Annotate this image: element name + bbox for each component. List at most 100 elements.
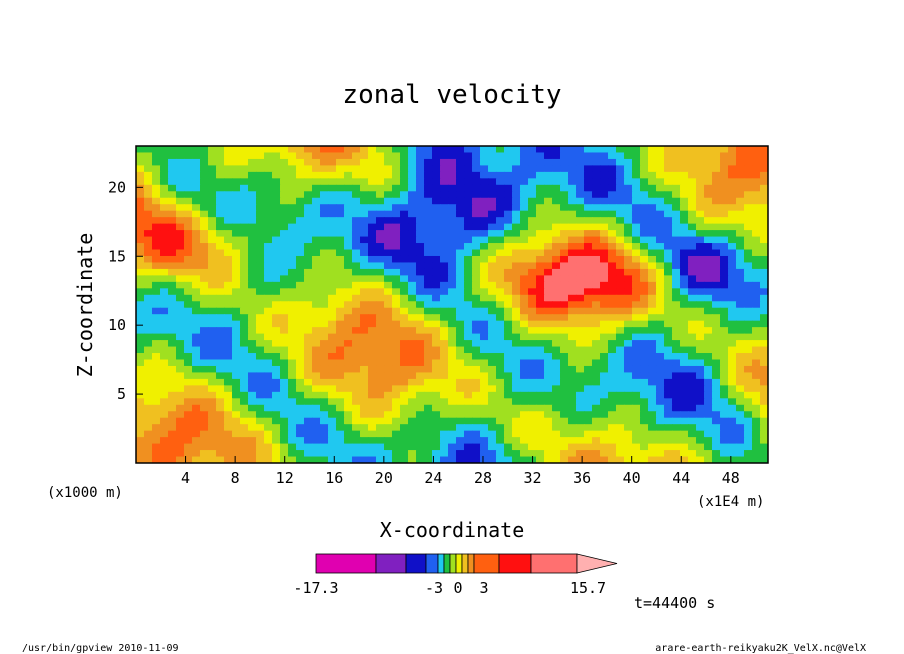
field-cell — [568, 385, 577, 393]
field-cell — [504, 171, 513, 179]
field-cell — [688, 391, 697, 399]
field-cell — [592, 353, 601, 361]
field-cell — [256, 378, 265, 386]
field-cell — [712, 171, 721, 179]
field-cell — [240, 385, 249, 393]
field-cell — [360, 262, 369, 270]
field-cell — [240, 404, 249, 412]
field-cell — [720, 178, 729, 186]
field-cell — [208, 430, 217, 438]
field-cell — [232, 301, 241, 309]
field-cell — [512, 430, 521, 438]
field-cell — [760, 430, 768, 438]
field-cell — [680, 424, 689, 432]
field-cell — [600, 197, 609, 205]
field-cell — [568, 184, 577, 192]
field-cell — [504, 314, 513, 322]
field-cell — [664, 353, 673, 361]
field-cell — [392, 391, 401, 399]
field-cell — [552, 398, 561, 406]
field-cell — [664, 437, 673, 445]
field-cell — [336, 275, 345, 283]
field-cell — [392, 417, 401, 425]
field-cell — [696, 320, 705, 328]
field-cell — [264, 288, 273, 296]
field-cell — [504, 359, 513, 367]
field-cell — [456, 249, 465, 257]
field-cell — [456, 333, 465, 341]
field-cell — [160, 146, 169, 154]
field-cell — [176, 165, 185, 173]
field-cell — [472, 281, 481, 289]
field-cell — [552, 365, 561, 374]
field-cell — [408, 320, 417, 328]
field-cell — [504, 178, 513, 186]
field-cell — [264, 327, 273, 335]
field-cell — [224, 404, 233, 412]
field-cell — [424, 443, 433, 451]
field-cell — [312, 275, 321, 283]
field-cell — [168, 262, 177, 270]
field-cell — [736, 411, 745, 419]
field-cell — [656, 158, 665, 167]
field-cell — [608, 294, 617, 302]
field-cell — [728, 204, 737, 212]
field-cell — [272, 223, 281, 231]
field-cell — [312, 165, 321, 173]
field-cell — [656, 301, 665, 309]
field-cell — [400, 450, 409, 458]
field-cell — [632, 424, 641, 432]
field-cell — [328, 165, 337, 173]
field-cell — [744, 340, 753, 348]
field-cell — [224, 443, 233, 451]
field-cell — [600, 437, 609, 445]
field-cell — [744, 165, 753, 173]
field-cell — [264, 307, 273, 315]
field-cell — [288, 268, 297, 276]
field-cell — [288, 294, 297, 302]
field-cell — [152, 262, 161, 270]
field-cell — [360, 236, 369, 244]
field-cell — [184, 346, 193, 354]
field-cell — [688, 249, 697, 257]
field-cell — [304, 294, 313, 302]
field-cell — [440, 268, 449, 276]
field-cell — [368, 197, 377, 205]
field-cell — [536, 398, 545, 406]
field-cell — [648, 353, 657, 361]
field-cell — [280, 275, 289, 283]
field-cell — [264, 275, 273, 283]
field-cell — [680, 301, 689, 309]
field-cell — [712, 236, 721, 244]
field-cell — [640, 230, 649, 238]
field-cell — [584, 288, 593, 296]
field-cell — [392, 165, 401, 173]
field-cell — [760, 275, 768, 283]
field-cell — [640, 314, 649, 322]
field-cell — [336, 340, 345, 348]
field-cell — [208, 437, 217, 445]
field-cell — [704, 294, 713, 302]
field-cell — [216, 398, 225, 406]
field-cell — [136, 404, 145, 412]
field-cell — [576, 294, 585, 302]
field-cell — [464, 307, 473, 315]
field-cell — [352, 353, 361, 361]
field-cell — [568, 301, 577, 309]
field-cell — [568, 223, 577, 231]
field-cell — [640, 398, 649, 406]
field-cell — [584, 230, 593, 238]
field-cell — [488, 165, 497, 173]
field-cell — [528, 430, 537, 438]
field-cell — [168, 210, 177, 218]
field-cell — [424, 268, 433, 276]
field-cell — [688, 171, 697, 179]
field-cell — [136, 411, 145, 419]
field-cell — [136, 327, 145, 335]
field-cell — [624, 184, 633, 192]
field-cell — [304, 450, 313, 458]
field-cell — [536, 301, 545, 309]
field-cell — [240, 210, 249, 218]
field-cell — [592, 456, 601, 463]
field-cell — [328, 236, 337, 244]
